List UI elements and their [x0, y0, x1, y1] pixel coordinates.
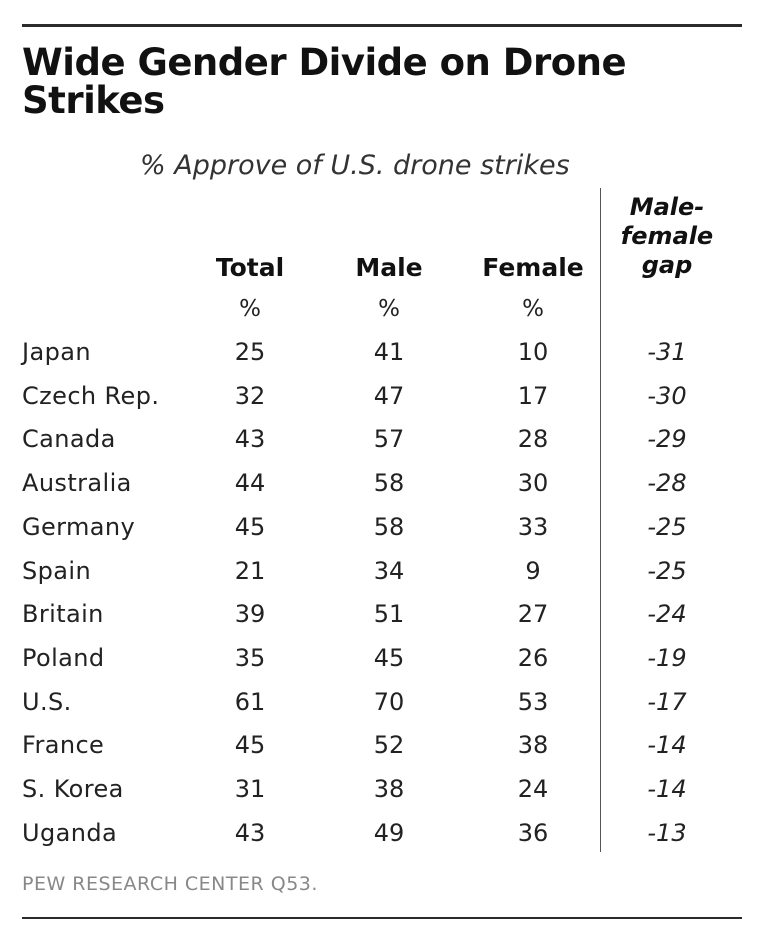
- female-cell: 26: [517, 643, 549, 672]
- country-cell: Canada: [22, 425, 116, 454]
- table-row: S. Korea 31 38 24 -14: [0, 768, 762, 811]
- female-cell: 27: [517, 600, 549, 629]
- male-cell: 58: [373, 512, 405, 541]
- table-row: Germany 45 58 33 -25: [0, 506, 762, 549]
- chart-subtitle: % Approve of U.S. drone strikes: [140, 150, 570, 181]
- country-cell: Poland: [22, 643, 105, 672]
- female-cell: 53: [517, 687, 549, 716]
- source-note: PEW RESEARCH CENTER Q53.: [22, 873, 318, 895]
- table-row: U.S. 61 70 53 -17: [0, 681, 762, 724]
- table-row: Canada 43 57 28 -29: [0, 418, 762, 461]
- male-cell: 38: [373, 775, 405, 803]
- male-cell: 51: [373, 600, 405, 629]
- header-female: Female: [482, 253, 584, 282]
- total-cell: 35: [234, 643, 266, 672]
- female-cell: 17: [517, 381, 549, 410]
- female-cell: 30: [517, 469, 549, 498]
- female-cell: 28: [517, 425, 549, 454]
- chart-title: Wide Gender Divide on Drone Strikes: [22, 41, 627, 122]
- bottom-rule: [22, 917, 742, 919]
- male-cell: 47: [373, 381, 405, 410]
- total-cell: 43: [234, 818, 266, 847]
- table-row: Australia 44 58 30 -28: [0, 462, 762, 505]
- country-cell: Czech Rep.: [22, 381, 160, 410]
- country-cell: Japan: [22, 338, 91, 366]
- country-cell: Uganda: [22, 818, 118, 847]
- gap-cell: -31: [647, 338, 687, 366]
- male-cell: 34: [373, 556, 405, 585]
- gap-cell: -17: [647, 687, 687, 716]
- male-cell: 57: [373, 425, 405, 454]
- total-cell: 43: [234, 425, 266, 454]
- top-rule: [22, 24, 742, 27]
- country-cell: France: [22, 731, 105, 760]
- table-row: Britain 39 51 27 -24: [0, 593, 762, 636]
- gap-cell: -28: [647, 469, 687, 498]
- male-cell: 45: [373, 643, 405, 672]
- table-row: Czech Rep. 32 47 17 -30: [0, 375, 762, 418]
- unit-total: %: [239, 296, 261, 322]
- header-total: Total: [215, 253, 285, 282]
- total-cell: 44: [234, 469, 266, 498]
- female-cell: 9: [525, 556, 541, 585]
- table-row: Uganda 43 49 36 -13: [0, 812, 762, 855]
- unit-male: %: [378, 296, 400, 322]
- gap-column-divider: [600, 188, 601, 852]
- total-cell: 39: [234, 600, 266, 629]
- female-cell: 36: [517, 818, 549, 847]
- table-row: France 45 52 38 -14: [0, 724, 762, 767]
- gap-cell: -25: [647, 512, 687, 541]
- female-cell: 24: [517, 775, 549, 803]
- gap-cell: -14: [647, 731, 687, 760]
- male-cell: 52: [373, 731, 405, 760]
- gap-cell: -25: [647, 556, 687, 585]
- country-cell: U.S.: [22, 687, 72, 716]
- header-male: Male: [355, 253, 423, 282]
- female-cell: 38: [517, 731, 549, 760]
- table-row: Japan 25 41 10 -31: [0, 331, 762, 374]
- male-cell: 70: [373, 687, 405, 716]
- gap-cell: -13: [647, 818, 687, 847]
- male-cell: 41: [373, 338, 405, 366]
- total-cell: 61: [234, 687, 266, 716]
- female-cell: 33: [517, 512, 549, 541]
- gap-cell: -29: [647, 425, 687, 454]
- country-cell: Germany: [22, 512, 136, 541]
- unit-female: %: [522, 296, 544, 322]
- total-cell: 32: [234, 381, 266, 410]
- table-row: Poland 35 45 26 -19: [0, 637, 762, 680]
- table-row: Spain 21 34 9 -25: [0, 550, 762, 593]
- total-cell: 31: [234, 775, 266, 803]
- gap-cell: -19: [647, 643, 687, 672]
- male-cell: 49: [373, 818, 405, 847]
- gap-cell: -30: [647, 381, 687, 410]
- male-cell: 58: [373, 469, 405, 498]
- country-cell: Spain: [22, 556, 92, 585]
- country-cell: Australia: [22, 469, 132, 498]
- gap-cell: -14: [647, 775, 687, 803]
- total-cell: 21: [234, 556, 266, 585]
- total-cell: 45: [234, 512, 266, 541]
- total-cell: 25: [234, 338, 266, 366]
- country-cell: S. Korea: [22, 775, 124, 803]
- total-cell: 45: [234, 731, 266, 760]
- gap-cell: -24: [647, 600, 687, 629]
- header-gap: Male-female gap: [620, 193, 714, 279]
- country-cell: Britain: [22, 600, 104, 629]
- female-cell: 10: [517, 338, 549, 366]
